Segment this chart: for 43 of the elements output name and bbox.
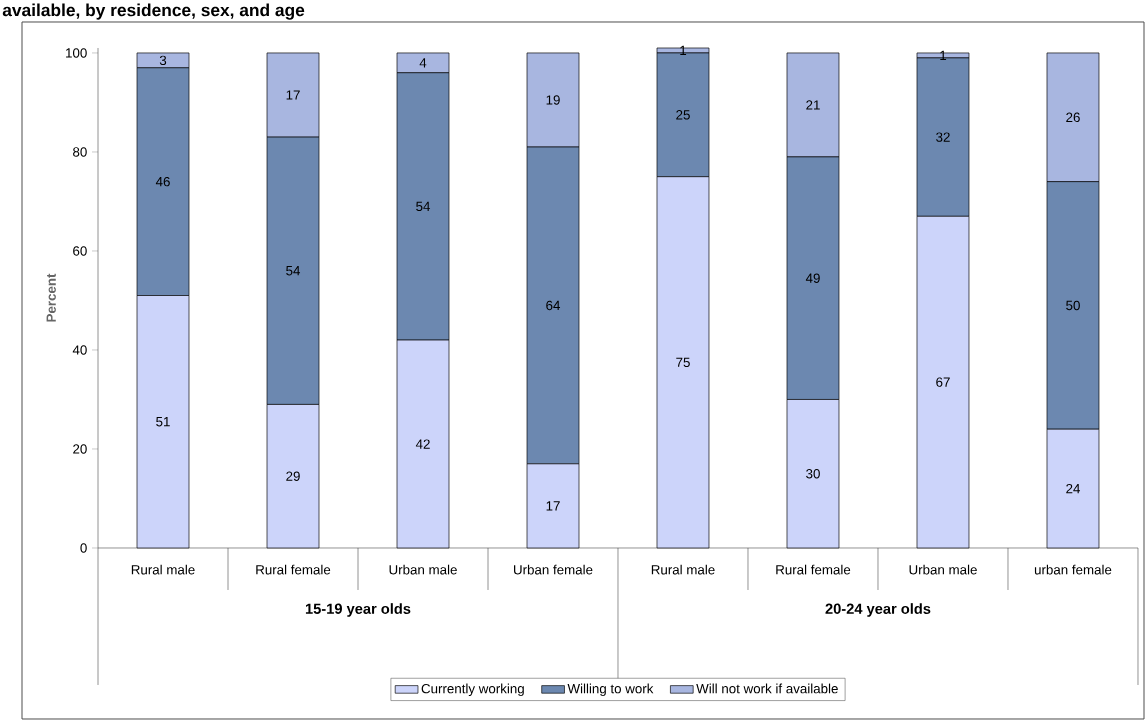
chart-title: available, by residence, sex, and age — [2, 3, 305, 20]
data-label: 3 — [159, 55, 167, 66]
data-label: 19 — [546, 95, 560, 105]
data-label: 67 — [936, 377, 950, 387]
x-tick-label: Rural male — [131, 564, 195, 575]
y-axis-title: Percent — [46, 273, 56, 322]
data-label: 26 — [1066, 112, 1080, 123]
x-tick-label: Urban male — [909, 564, 977, 575]
data-label: 54 — [416, 201, 431, 212]
data-label: 46 — [155, 176, 170, 187]
y-tick-label: 0 — [80, 543, 87, 553]
y-tick-label: 20 — [73, 444, 87, 454]
data-label: 64 — [546, 300, 561, 311]
data-label: 50 — [1066, 300, 1080, 311]
data-label: 4 — [419, 58, 427, 68]
text: 20-24 year olds — [825, 603, 931, 617]
x-tick-label: Urban female — [514, 564, 593, 575]
y-tick-label: 60 — [73, 246, 87, 256]
data-label: 25 — [676, 110, 690, 120]
data-label: 21 — [806, 100, 820, 110]
legend-label: Willing to work — [567, 683, 654, 697]
data-label: 51 — [156, 417, 170, 427]
legend-label: Currently working — [421, 683, 524, 697]
x-tick-label: urban female — [1034, 564, 1112, 575]
x-tick-label: Rural male — [651, 564, 715, 575]
data-label: 54 — [286, 266, 301, 276]
data-label: 17 — [286, 90, 300, 100]
x-tick-label: Rural female — [776, 564, 851, 575]
x-tick-label: Urban male — [389, 564, 457, 575]
data-label: 24 — [1066, 483, 1081, 494]
data-label: 32 — [936, 132, 950, 142]
data-label: 29 — [286, 471, 300, 481]
data-label: 30 — [806, 469, 820, 479]
x-tick-label: Rural female — [256, 564, 331, 575]
data-label: 17 — [546, 501, 560, 511]
data-label: 49 — [805, 273, 820, 283]
text: 15-19 year olds — [305, 603, 411, 617]
data-label: 75 — [676, 357, 690, 367]
legend-label: Will not work if available — [696, 683, 838, 694]
y-tick-label: 100 — [66, 48, 87, 58]
y-tick-label: 80 — [73, 147, 87, 157]
y-tick-label: 40 — [72, 345, 87, 355]
data-label: 42 — [415, 439, 430, 449]
